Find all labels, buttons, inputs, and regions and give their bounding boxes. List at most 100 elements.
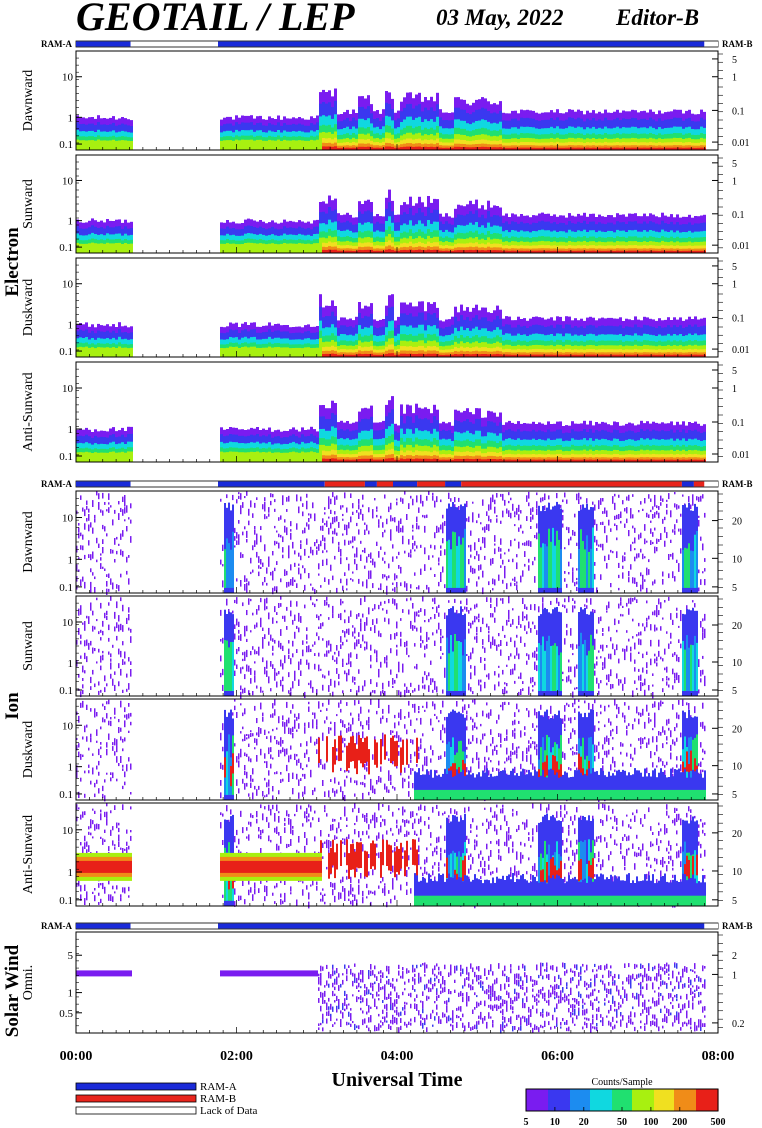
spectrogram-cell-0-0-475-7 bbox=[475, 147, 478, 150]
spectrogram-cell-0-2-238-4 bbox=[238, 348, 241, 357]
spectrogram-cell-0-2-103-4 bbox=[103, 347, 106, 357]
spectrogram-cell-0-3-91-4 bbox=[91, 453, 94, 462]
spectrogram-cell-0-1-577-7 bbox=[577, 250, 580, 253]
spectrogram-cell-0-1-457-7 bbox=[457, 250, 460, 253]
spectrogram-cell-0-2-457-7 bbox=[457, 354, 460, 357]
spectrogram-cell-0-2-115-4 bbox=[115, 348, 118, 357]
spectrogram-cell-0-3-232-4 bbox=[232, 451, 235, 462]
spectrogram-cell-0-1-607-7 bbox=[607, 250, 610, 253]
spectrogram-cell-0-2-430-7 bbox=[430, 353, 433, 357]
spectrogram-cell-0-2-472-6 bbox=[472, 351, 475, 357]
spectrogram-cell-0-1-337-7 bbox=[337, 250, 340, 253]
spectrogram-cell-0-2-271-4 bbox=[271, 347, 274, 357]
spectrogram-cell-0-2-520-7 bbox=[520, 354, 523, 357]
spectrogram-cell-0-1-412-6 bbox=[412, 247, 415, 253]
spectrogram-cell-0-2-349-7 bbox=[349, 354, 352, 357]
spectrogram-cell-0-1-478-7 bbox=[478, 250, 481, 253]
spectrogram-cell-0-1-661-7 bbox=[661, 250, 664, 253]
right-tick-label-0-0-2: 1 bbox=[732, 73, 737, 84]
spectrogram-cell-0-1-628-7 bbox=[628, 250, 631, 253]
spectrogram-cell-0-2-682-7 bbox=[682, 354, 685, 357]
spectrogram-cell-0-0-559-7 bbox=[559, 147, 562, 150]
spectrogram-cell-0-0-406-6 bbox=[406, 143, 409, 150]
spectrogram-cell-0-1-472-7 bbox=[472, 250, 475, 253]
spectrogram-cell-0-2-616-7 bbox=[616, 354, 619, 357]
spectrogram-cell-0-2-394-7 bbox=[394, 354, 397, 357]
spectrogram-cell-0-2-655-7 bbox=[655, 354, 658, 357]
spectrogram-cell-0-0-580-7 bbox=[580, 147, 583, 150]
spectrogram-cell-0-0-628-7 bbox=[628, 147, 631, 150]
spectrogram-cell-0-1-520-6 bbox=[520, 248, 523, 253]
spectrogram-cell-0-0-574-7 bbox=[574, 147, 577, 150]
spectrogram-cell-0-2-307-4 bbox=[307, 347, 310, 357]
spectrogram-cell-0-1-469-7 bbox=[469, 249, 472, 253]
spectrogram-cell-0-0-130-4 bbox=[130, 141, 133, 150]
left-tick-label-0-1-2: 10 bbox=[62, 175, 74, 187]
spectrogram-cell-0-1-250-4 bbox=[250, 242, 253, 253]
spectrogram-cell-0-0-319-4 bbox=[319, 132, 322, 150]
spectrogram-cell-0-3-253-4 bbox=[253, 452, 256, 462]
spectrogram-cell-0-0-685-7 bbox=[685, 147, 688, 150]
spectrogram-cell-0-0-649-6 bbox=[649, 145, 652, 150]
spectrogram-cell-0-0-568-7 bbox=[568, 147, 571, 150]
spectrogram-cell-0-0-691-7 bbox=[691, 147, 694, 150]
spectrogram-cell-0-0-226-4 bbox=[226, 140, 229, 150]
spectrogram-cell-0-0-370-7 bbox=[370, 147, 373, 150]
spectrogram-cell-0-0-616-7 bbox=[616, 147, 619, 150]
right-tick-label-0-1-2: 1 bbox=[732, 176, 737, 187]
spectrogram-cell-0-0-352-7 bbox=[352, 147, 355, 150]
spectrogram-cell-0-2-559-7 bbox=[559, 354, 562, 357]
spectrogram-cell-0-0-481-7 bbox=[481, 146, 484, 150]
spectrogram-cell-0-2-508-7 bbox=[508, 354, 511, 357]
spectrogram-cell-0-1-421-7 bbox=[421, 250, 424, 253]
spectrogram-cell-0-1-565-7 bbox=[565, 250, 568, 253]
spectrogram-cell-0-0-631-7 bbox=[631, 147, 634, 150]
spectrogram-cell-0-0-598-7 bbox=[598, 147, 601, 150]
spectrogram-cell-0-3-118-4 bbox=[118, 452, 121, 462]
spectrogram-cell-0-2-574-7 bbox=[574, 354, 577, 357]
spectrogram-cell-0-0-541-6 bbox=[541, 145, 544, 150]
group-label-0: Electron bbox=[2, 227, 23, 297]
spectrogram-cell-0-2-223-4 bbox=[223, 348, 226, 357]
spectrogram-cell-0-0-316-4 bbox=[316, 139, 319, 150]
spectrogram-cell-0-2-634-7 bbox=[634, 354, 637, 357]
spectrogram-cell-0-0-115-4 bbox=[115, 140, 118, 150]
spectrogram-cell-0-0-661-7 bbox=[661, 147, 664, 150]
spectrogram-cell-0-2-337-7 bbox=[337, 354, 340, 357]
spectrogram-cell-0-1-310-4 bbox=[310, 244, 313, 253]
spectrogram-cell-0-1-82-4 bbox=[82, 243, 85, 253]
spectrogram-cell-0-1-475-7 bbox=[475, 249, 478, 253]
spectrogram-cell-0-0-448-7 bbox=[448, 147, 451, 150]
spectrogram-cell-0-1-397-7 bbox=[397, 250, 400, 253]
spectrogram-cell-0-0-361-7 bbox=[361, 146, 364, 150]
spectrogram-cell-0-2-481-7 bbox=[481, 354, 484, 357]
spectrogram-cell-0-0-337-7 bbox=[337, 147, 340, 150]
spectrogram-cell-0-2-568-7 bbox=[568, 354, 571, 357]
right-tick-label-0-0-0: 0.01 bbox=[732, 138, 750, 149]
spectrogram-cell-0-2-448-7 bbox=[448, 354, 451, 357]
spectrogram-cell-0-0-106-4 bbox=[106, 140, 109, 150]
right-tick-label-0-2-0: 0.01 bbox=[732, 345, 750, 356]
spectrogram-cell-0-2-676-6 bbox=[676, 352, 679, 357]
spectrogram-cell-0-0-439-6 bbox=[439, 145, 442, 150]
spectrogram-cell-0-2-229-4 bbox=[229, 346, 232, 357]
spectrogram-cell-0-0-265-4 bbox=[265, 140, 268, 150]
spectrogram-cell-0-0-340-7 bbox=[340, 147, 343, 150]
spectrogram-cell-0-0-418-7 bbox=[418, 146, 421, 150]
spectrogram-cell-0-0-586-7 bbox=[586, 147, 589, 150]
spectrogram-cell-0-0-397-7 bbox=[397, 147, 400, 150]
spectrogram-cell-0-1-322-7 bbox=[322, 249, 325, 253]
spectrogram-cell-0-2-658-7 bbox=[658, 354, 661, 357]
spectrogram-cell-0-2-328-7 bbox=[328, 353, 331, 357]
spectrogram-cell-0-2-628-7 bbox=[628, 354, 631, 357]
status-segment-0-3 bbox=[704, 41, 718, 47]
spectrogram-cell-0-3-79-4 bbox=[79, 452, 82, 462]
spectrogram-cell-0-3-298-4 bbox=[298, 452, 301, 462]
spectrogram-cell-0-1-667-7 bbox=[667, 250, 670, 253]
spectrogram-cell-0-2-445-7 bbox=[445, 354, 448, 357]
spectrogram-cell-0-1-490-7 bbox=[490, 250, 493, 253]
spectrogram-cell-0-2-100-4 bbox=[100, 347, 103, 357]
spectrogram-cell-0-3-364-7 bbox=[364, 458, 367, 462]
spectrogram-cell-0-2-613-7 bbox=[613, 354, 616, 357]
spectrogram-cell-0-0-286-4 bbox=[286, 140, 289, 150]
